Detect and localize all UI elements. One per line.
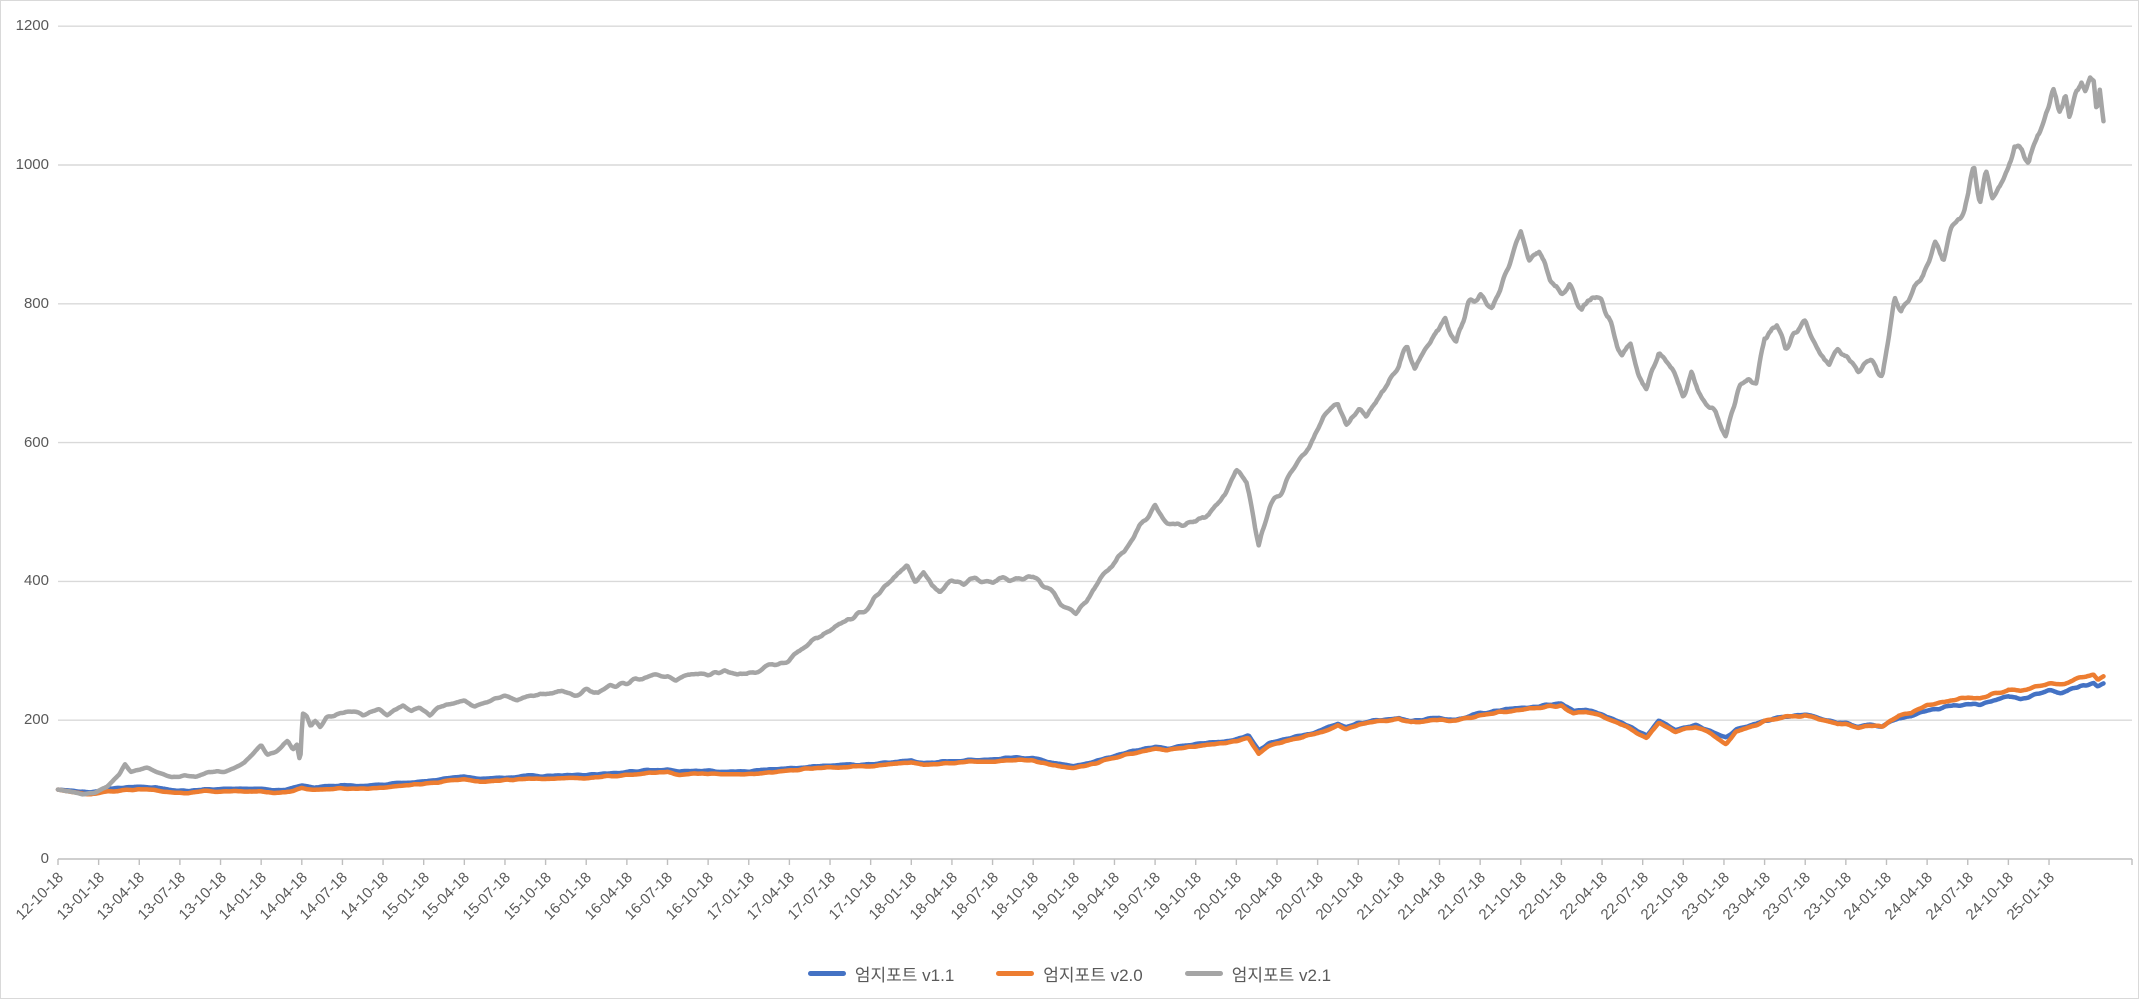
legend: 엄지포트 v1.1 엄지포트 v2.0 엄지포트 v2.1 xyxy=(1,961,2138,986)
y-tick-label-400: 400 xyxy=(23,572,49,590)
y-tick-label-600: 600 xyxy=(23,433,49,451)
legend-label: 엄지포트 v2.0 xyxy=(1043,966,1143,985)
y-tick-label-0: 0 xyxy=(40,850,49,867)
series-line-v2-0 xyxy=(55,672,2106,797)
legend-item-v2-0: 엄지포트 v2.0 xyxy=(996,961,1143,986)
y-tick-label-1000: 1000 xyxy=(15,156,49,173)
legend-line-swatch-gray xyxy=(1184,971,1223,976)
y-tick-label-200: 200 xyxy=(23,711,49,729)
legend-label: 엄지포트 v1.1 xyxy=(854,966,955,985)
legend-line-swatch-orange xyxy=(996,971,1035,976)
series-line-v2-1 xyxy=(55,75,2106,797)
legend-item-v2-1: 엄지포트 v2.1 xyxy=(1184,961,1332,986)
series-line-v1-1 xyxy=(55,680,2106,795)
legend-line-swatch-blue xyxy=(807,971,846,976)
legend-item-v1-1: 엄지포트 v1.1 xyxy=(807,961,955,986)
y-tick-label-1200: 1200 xyxy=(15,17,49,35)
y-tick-label-800: 800 xyxy=(23,294,49,312)
legend-label: 엄지포트 v2.1 xyxy=(1231,966,1332,985)
